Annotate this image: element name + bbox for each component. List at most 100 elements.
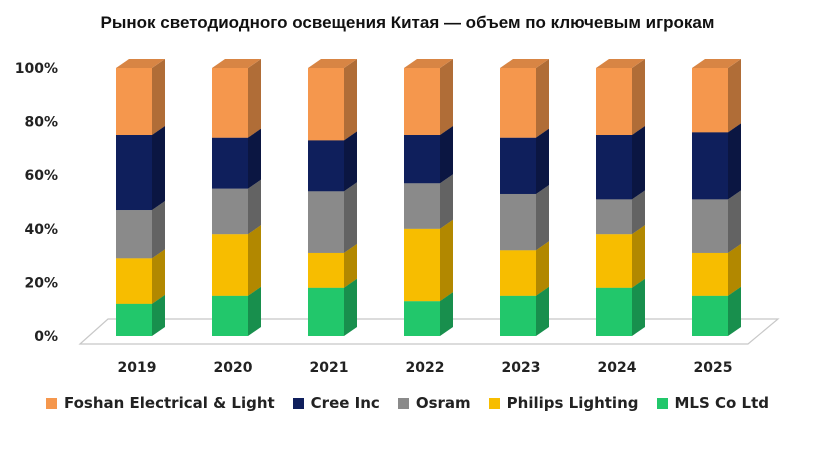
bar-segment xyxy=(116,135,152,211)
bar-segment-side xyxy=(344,278,357,336)
bar-segment-side xyxy=(248,128,261,189)
bar-segment-side xyxy=(440,174,453,229)
bar-segment-side xyxy=(536,128,549,194)
legend-label: Foshan Electrical & Light xyxy=(63,394,275,412)
bar-segment xyxy=(500,137,536,194)
bar-segment xyxy=(116,68,152,135)
bar-segment-side xyxy=(152,201,165,259)
bar-segment xyxy=(500,295,536,336)
y-tick-label: 40% xyxy=(24,222,58,238)
x-tick-label: 2020 xyxy=(214,360,253,376)
bar-segment-side xyxy=(632,225,645,288)
bar-segment xyxy=(116,303,152,336)
bar-segment-side xyxy=(344,59,357,141)
bar-segment xyxy=(500,250,536,296)
bar-segment xyxy=(212,188,248,235)
x-tick-label: 2025 xyxy=(694,360,733,376)
bar-segment-top xyxy=(212,59,261,68)
bar-segment xyxy=(212,295,248,336)
bar-segment xyxy=(404,68,440,135)
x-tick-label: 2019 xyxy=(118,360,157,376)
bar-segment xyxy=(404,135,440,184)
x-tick-label: 2024 xyxy=(598,360,637,376)
legend-label: Cree Inc xyxy=(310,394,380,412)
bar-segment-side xyxy=(728,286,741,336)
legend-item: Osram xyxy=(397,394,471,412)
bar-segment xyxy=(500,193,536,251)
bar-segment-side xyxy=(728,59,741,133)
bar-segment xyxy=(596,234,632,288)
legend-swatch xyxy=(397,397,409,409)
bar-segment-side xyxy=(632,278,645,336)
bar-segment-side xyxy=(440,59,453,135)
bar-segment-side xyxy=(536,59,549,138)
bar-segment-top xyxy=(500,59,549,68)
bar-segment-side xyxy=(728,123,741,200)
bar-segment xyxy=(212,68,248,138)
bar-segment-side xyxy=(344,131,357,192)
bar-segment-side xyxy=(728,190,741,253)
bar-segment-side xyxy=(536,286,549,336)
bar-segment-side xyxy=(440,292,453,336)
bar-segment xyxy=(692,199,728,253)
bar-segment xyxy=(308,287,344,336)
bar-segment-side xyxy=(632,126,645,200)
legend-swatch xyxy=(45,397,57,409)
bar-segment xyxy=(692,132,728,200)
bar-segment-side xyxy=(632,190,645,235)
y-tick-label: 20% xyxy=(24,275,58,291)
bar-segment-side xyxy=(536,241,549,296)
bar-segment-side xyxy=(248,179,261,235)
legend-label: Philips Lighting xyxy=(506,394,639,412)
bar-segment xyxy=(596,135,632,200)
bar-segment-side xyxy=(632,59,645,135)
bar-segment xyxy=(308,252,344,288)
bar-segment-top xyxy=(308,59,357,68)
legend-label: MLS Co Ltd xyxy=(674,394,770,412)
bar-segment-side xyxy=(536,184,549,251)
bar-segment xyxy=(116,210,152,259)
bar-segment-side xyxy=(248,225,261,296)
bar-segment xyxy=(308,68,344,141)
legend-label: Osram xyxy=(415,394,471,412)
bar-segment xyxy=(692,68,728,133)
bar-segment xyxy=(596,199,632,235)
bar-segment-side xyxy=(728,243,741,296)
bar-segment-side xyxy=(152,249,165,304)
legend-item: Philips Lighting xyxy=(488,394,639,412)
legend-swatch xyxy=(292,397,304,409)
chart-title: Рынок светодиодного освещения Китая — об… xyxy=(100,13,715,32)
bar-segment xyxy=(212,234,248,296)
y-tick-label: 60% xyxy=(24,168,58,184)
bar-segment xyxy=(596,287,632,336)
bar-segment-side xyxy=(152,59,165,135)
x-tick-label: 2023 xyxy=(502,360,541,376)
bar-segment-side xyxy=(344,182,357,253)
legend-item: MLS Co Ltd xyxy=(656,394,770,412)
y-tick-label: 100% xyxy=(15,61,58,77)
bar-segment-side xyxy=(152,294,165,336)
bar-segment xyxy=(212,137,248,189)
legend-item: Cree Inc xyxy=(292,394,380,412)
bar-segment xyxy=(404,228,440,302)
bar-segment-side xyxy=(152,126,165,211)
legend-item: Foshan Electrical & Light xyxy=(45,394,275,412)
bar-segment-top xyxy=(116,59,165,68)
bar-segment-side xyxy=(440,126,453,184)
bar-segment xyxy=(692,252,728,296)
chart-legend: Foshan Electrical & Light Cree Inc Osram Ph… xyxy=(0,394,815,412)
bar-segment xyxy=(692,295,728,336)
x-tick-label: 2022 xyxy=(406,360,445,376)
bar-segment xyxy=(596,68,632,135)
legend-swatch xyxy=(656,397,668,409)
bar-segment-side xyxy=(248,59,261,138)
bar-segment xyxy=(116,258,152,304)
bar-segment xyxy=(308,191,344,253)
bar-segment-top xyxy=(596,59,645,68)
bar-segment-side xyxy=(344,243,357,288)
bar-segment-side xyxy=(248,286,261,336)
bar-segment xyxy=(500,68,536,138)
bar-segment xyxy=(308,140,344,192)
